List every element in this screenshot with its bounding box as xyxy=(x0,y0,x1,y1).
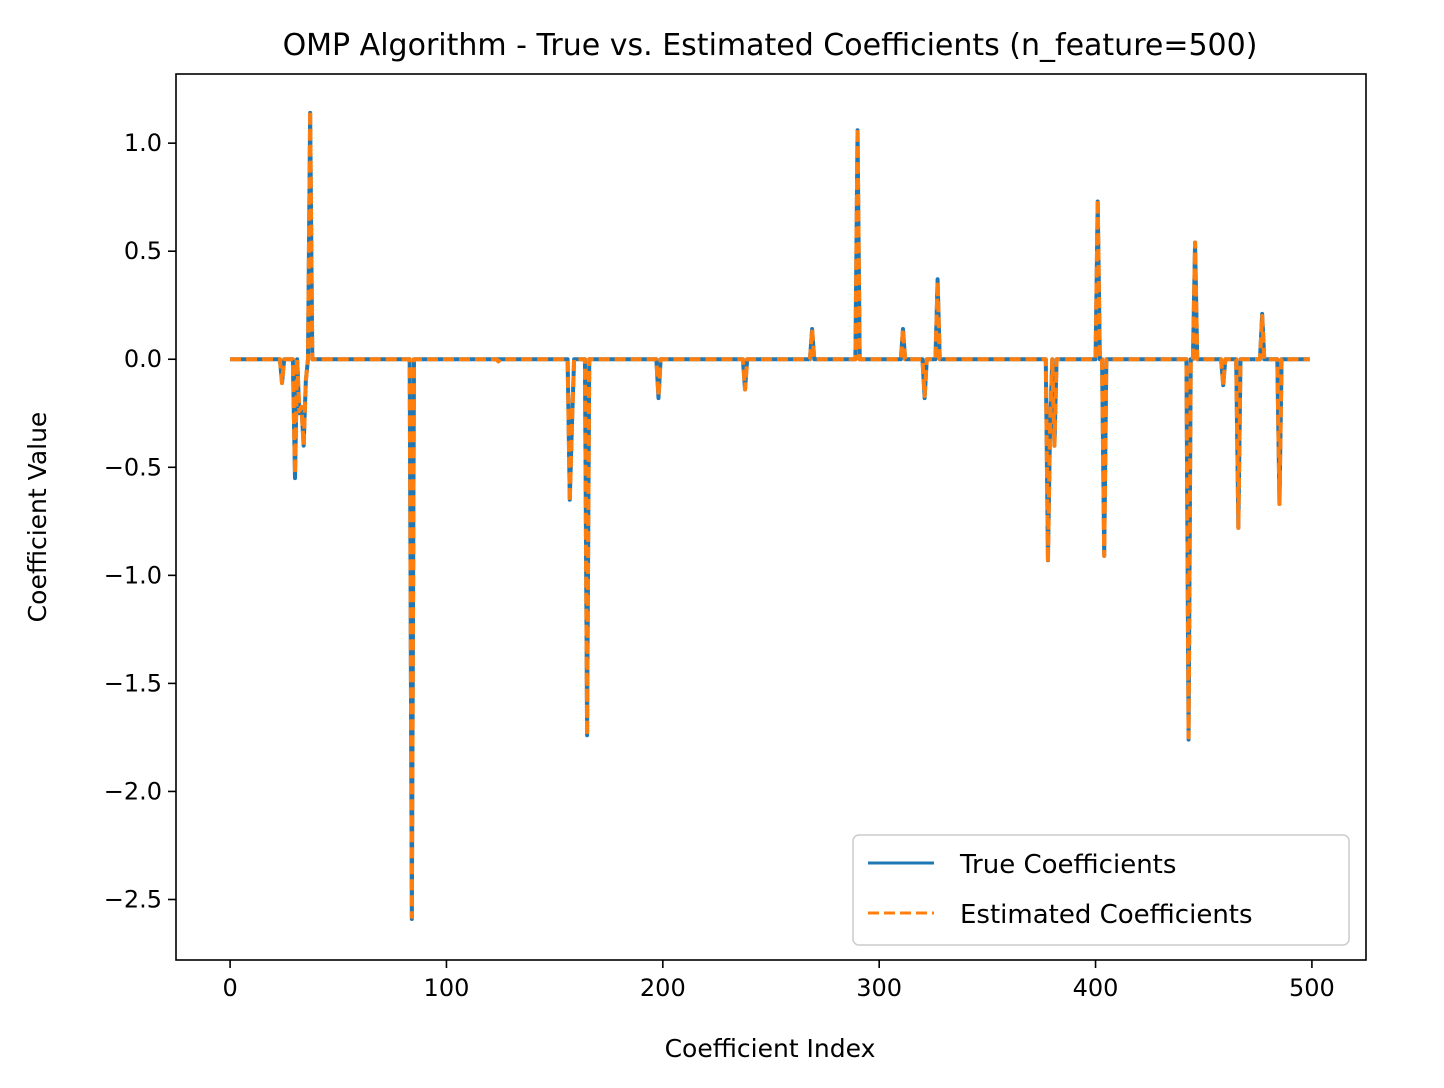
plot-frame xyxy=(175,73,1367,961)
y-tick-label: 0.0 xyxy=(124,345,162,373)
y-axis-label: Coefficient Value xyxy=(23,412,52,623)
x-tick-label: 400 xyxy=(1073,974,1119,1002)
y-tick-label: −2.5 xyxy=(104,885,162,913)
series-line-estimated xyxy=(230,108,1310,919)
x-tick-label: 100 xyxy=(424,974,470,1002)
y-tick-label: −1.0 xyxy=(104,561,162,589)
x-tick-label: 500 xyxy=(1289,974,1335,1002)
legend-box xyxy=(852,834,1350,946)
y-tick-label: 1.0 xyxy=(124,129,162,157)
y-tick-label: −2.0 xyxy=(104,777,162,805)
chart-title: OMP Algorithm - True vs. Estimated Coeff… xyxy=(283,28,1258,63)
x-tick-label: 0 xyxy=(222,974,237,1002)
series-line-true xyxy=(230,110,1310,921)
legend-label-estimated: Estimated Coefficients xyxy=(960,900,1253,930)
legend: True Coefficients Estimated Coefficients xyxy=(852,834,1350,946)
y-tick-label: −1.5 xyxy=(104,669,162,697)
x-tick-label: 200 xyxy=(640,974,686,1002)
y-tick-label: −0.5 xyxy=(104,453,162,481)
x-axis-label: Coefficient Index xyxy=(665,1034,876,1063)
y-tick-label: 0.5 xyxy=(124,237,162,265)
series-layer xyxy=(230,108,1310,921)
ticks-layer: 0 100 200 300 400 500 1.0 0.5 0.0 −0.5 −1.0 −1.5 −2.… xyxy=(104,129,1335,1002)
x-tick-label: 300 xyxy=(856,974,902,1002)
legend-label-true: True Coefficients xyxy=(959,850,1176,880)
